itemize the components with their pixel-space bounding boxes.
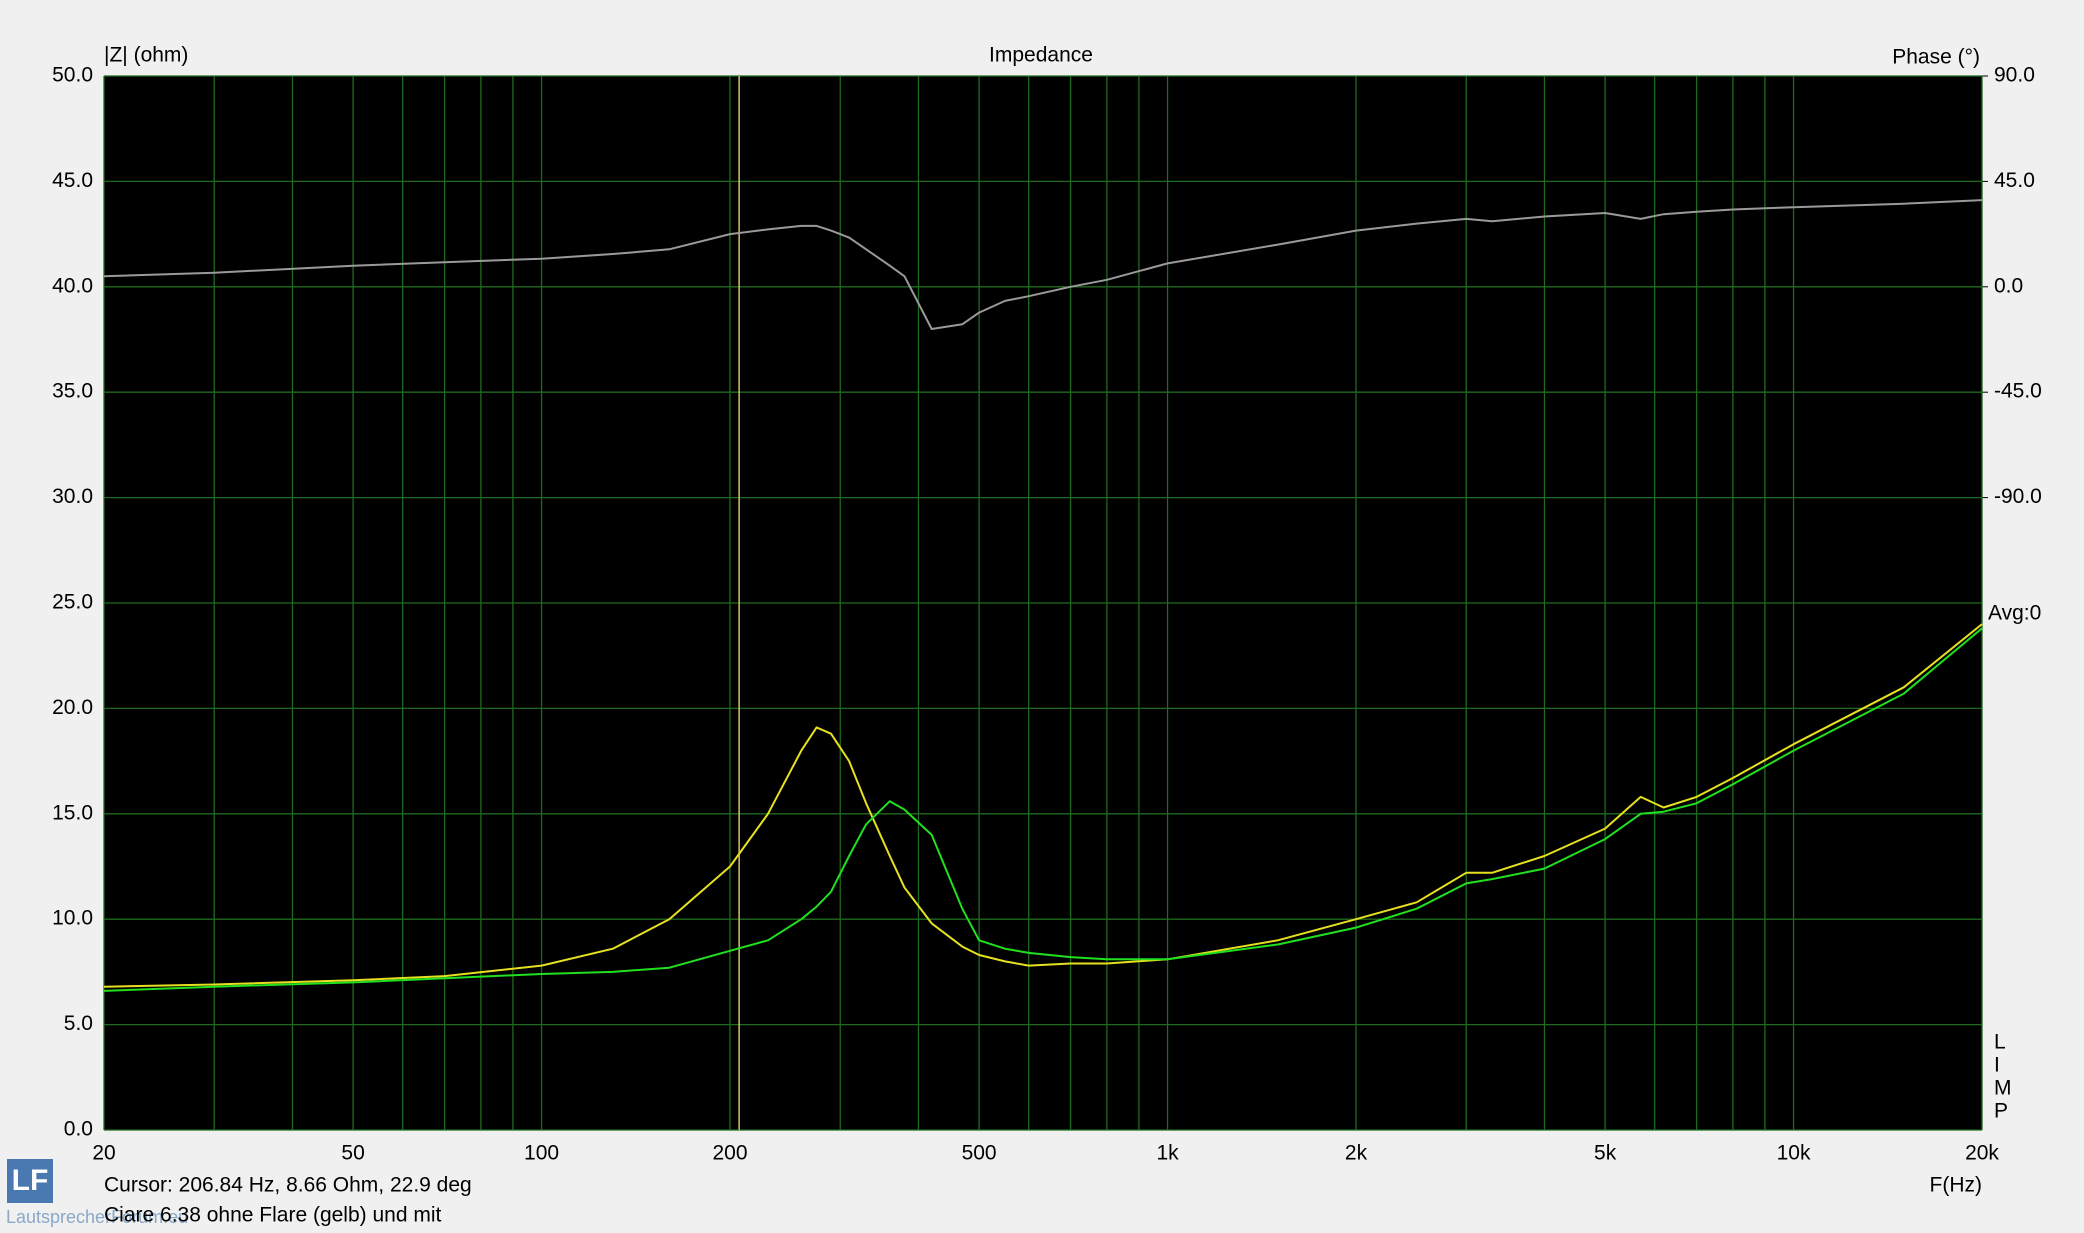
y2-tick-label: 0.0 — [1994, 274, 2023, 297]
y-axis-label: |Z| (ohm) — [104, 44, 188, 67]
y-tick-label: 10.0 — [52, 907, 93, 930]
y-tick-label: 40.0 — [52, 274, 93, 297]
x-tick-label: 200 — [712, 1142, 747, 1165]
y-tick-label: 45.0 — [52, 169, 93, 192]
cursor-readout: Cursor: 206.84 Hz, 8.66 Ohm, 22.9 deg — [104, 1174, 472, 1197]
side-letter: I — [1994, 1054, 2000, 1077]
y-tick-label: 35.0 — [52, 380, 93, 403]
y2-tick-label: 45.0 — [1994, 169, 2035, 192]
x-axis-label: F(Hz) — [1930, 1174, 1982, 1197]
series-line — [103, 627, 1983, 992]
watermark: LautsprecherForum.eu — [6, 1207, 188, 1227]
logo-text: LF — [12, 1164, 49, 1197]
y2-tick-label: 90.0 — [1994, 64, 2035, 87]
x-tick-label: 2k — [1345, 1142, 1368, 1165]
y-tick-label: 30.0 — [52, 485, 93, 508]
y-tick-label: 20.0 — [52, 696, 93, 719]
caption: Ciare 6.38 ohne Flare (gelb) und mit — [104, 1204, 442, 1227]
y-tick-label: 5.0 — [64, 1012, 93, 1035]
chart-title: Impedance — [989, 44, 1093, 67]
series-line — [103, 199, 1983, 330]
y2-tick-label: -45.0 — [1994, 380, 2042, 403]
y-tick-label: 15.0 — [52, 801, 93, 824]
logo — [7, 1159, 53, 1203]
series-line — [103, 623, 1983, 988]
y-tick-label: 25.0 — [52, 591, 93, 614]
x-tick-label: 20 — [92, 1142, 115, 1165]
side-letter: L — [1994, 1031, 2006, 1054]
side-letter: P — [1994, 1100, 2008, 1123]
x-tick-label: 5k — [1594, 1142, 1617, 1165]
x-tick-label: 10k — [1777, 1142, 1811, 1165]
y2-axis-label: Phase (°) — [1892, 46, 1980, 69]
x-tick-label: 20k — [1965, 1142, 1999, 1165]
y-tick-label: 0.0 — [64, 1118, 93, 1141]
x-tick-label: 1k — [1156, 1142, 1179, 1165]
y2-tick-label: -90.0 — [1994, 485, 2042, 508]
y-tick-label: 50.0 — [52, 64, 93, 87]
x-tick-label: 50 — [341, 1142, 364, 1165]
side-letter: M — [1994, 1077, 2012, 1100]
avg-label: Avg:0 — [1988, 602, 2041, 625]
x-tick-label: 100 — [524, 1142, 559, 1165]
x-tick-label: 500 — [962, 1142, 997, 1165]
